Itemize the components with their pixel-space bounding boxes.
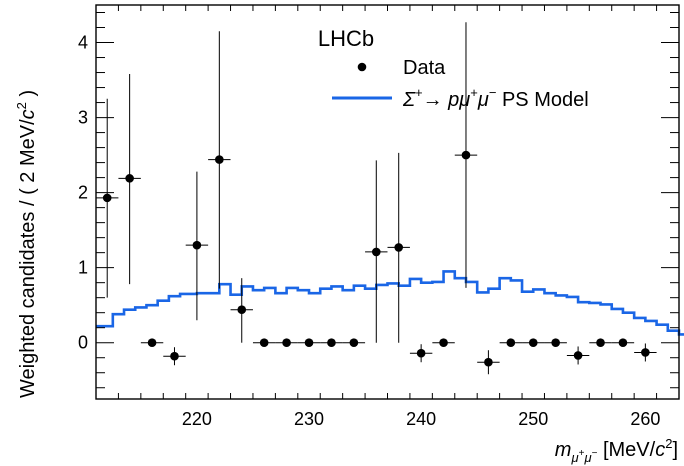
data-point [589,338,612,348]
legend-model-label: Σ+→ pμ+μ− PS Model [402,85,589,111]
x-tick-label: 230 [294,409,324,429]
y-tick-label: 2 [78,183,88,203]
data-point [185,171,209,321]
data-marker [147,338,157,348]
axis-ticks: 220 230 240 250 260 0 1 2 3 4 [78,5,680,429]
data-marker [125,174,134,183]
x-tick-label: 220 [182,409,212,429]
model-curve [96,270,684,336]
data-point [163,347,186,366]
data-point [432,338,455,348]
y-tick-label: 1 [78,258,88,278]
data-marker [551,338,560,348]
data-marker [596,338,605,348]
data-point [566,346,590,365]
data-point [454,22,478,288]
data-marker [304,338,314,348]
data-point [409,344,433,363]
data-marker [371,247,381,257]
data-marker [215,155,224,164]
legend: Data Σ+→ pμ+μ− PS Model [332,57,589,111]
data-marker [237,305,247,314]
data-point [275,338,298,348]
data-point [252,338,276,348]
data-point [342,338,366,348]
data-point [140,338,164,348]
data-point [230,278,253,343]
data-point [499,338,523,348]
data-point [96,98,119,298]
data-marker [416,348,426,358]
legend-data-marker [357,62,367,72]
data-series [96,22,657,375]
data-point [634,343,657,362]
model-series [96,270,684,336]
legend-data-label: Data [403,57,446,79]
data-point [611,338,635,348]
x-axis-title: mμ+μ− [MeV/c2] [555,436,678,465]
data-point [297,338,321,348]
data-marker [461,150,471,160]
y-axis-title: Weighted candidates / ( 2 MeV/c2 ) [14,90,39,398]
data-marker [618,338,628,348]
data-marker [641,348,650,357]
data-marker [170,351,179,361]
data-marker [102,193,112,203]
data-point [118,74,141,285]
data-marker [282,338,291,348]
data-marker [439,338,448,348]
data-point [320,338,343,348]
data-point [544,338,567,348]
x-tick-label: 240 [406,409,436,429]
data-marker [327,338,336,348]
data-point [522,338,545,348]
experiment-label: LHCb [318,26,374,51]
data-point [477,350,500,375]
y-tick-label: 3 [78,108,88,128]
data-marker [349,338,359,348]
data-marker [259,338,269,348]
data-marker [506,338,516,348]
data-marker [394,243,404,252]
y-tick-label: 0 [78,333,88,353]
data-marker [192,240,202,250]
data-point [365,160,388,343]
data-point [387,152,410,343]
data-marker [484,357,493,367]
x-tick-label: 250 [518,409,548,429]
data-marker [573,351,583,360]
data-point [208,31,231,289]
x-tick-label: 260 [630,409,660,429]
y-tick-label: 4 [78,33,88,53]
data-marker [528,338,538,348]
